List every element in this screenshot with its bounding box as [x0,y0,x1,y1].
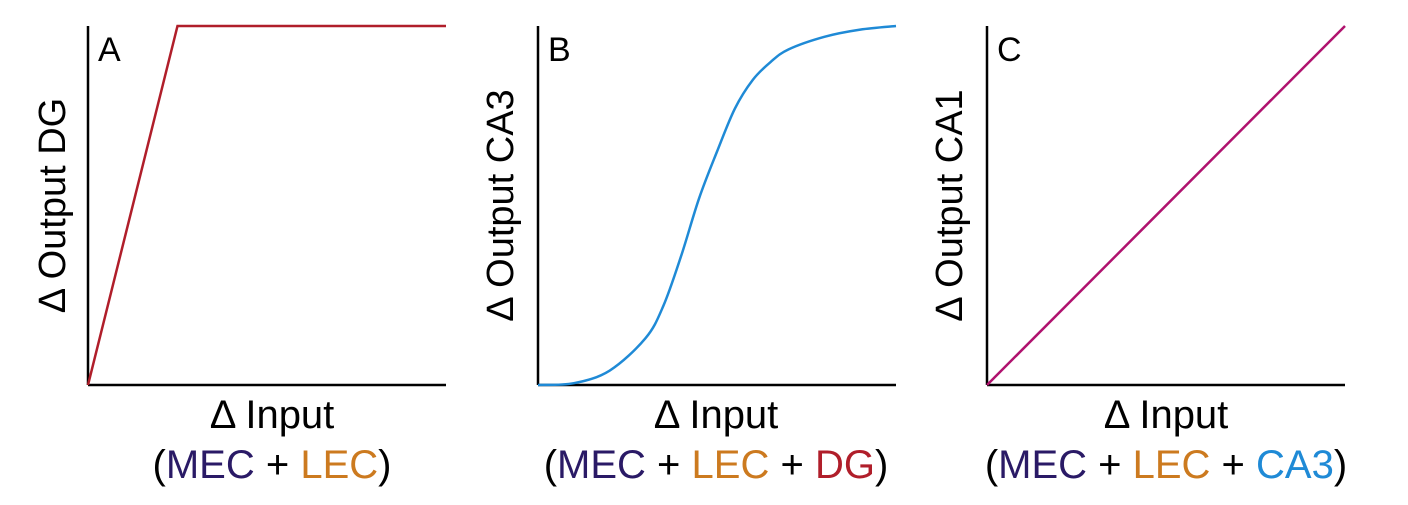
panel-c: C Δ Output CA1 Δ Input (MEC + LEC + CA3) [929,25,1347,487]
input-sources: (MEC + LEC) [153,443,392,487]
input-token: ( [153,443,167,487]
input-token: + [1210,443,1256,487]
y-axis-label: Δ Output CA3 [480,89,522,321]
input-token: + [1087,443,1133,487]
input-token: + [646,443,692,487]
input-token: MEC [166,443,255,487]
x-axis-label: Δ Input [1104,393,1229,437]
panel-a: A Δ Output DG Δ Input (MEC + LEC) [32,24,446,487]
series-line-a [86,24,446,386]
panel-letter: A [98,31,121,69]
panel-letter: C [997,31,1022,69]
input-sources: (MEC + LEC + CA3) [985,443,1347,487]
series-line-b [537,24,897,387]
input-token: LEC [692,443,770,487]
input-token: ( [985,443,999,487]
input-token: ) [1334,443,1347,487]
input-token: + [255,443,301,487]
input-token: LEC [300,443,378,487]
panel-b: B Δ Output CA3 Δ Input (MEC + LEC + DG) [480,24,897,487]
input-token: ( [544,443,558,487]
series-line-c [986,25,1346,386]
input-token: ) [875,443,888,487]
input-token: CA3 [1256,443,1334,487]
input-token: MEC [998,443,1087,487]
input-sources: (MEC + LEC + DG) [544,443,889,487]
x-axis-label: Δ Input [210,393,335,437]
panel-letter: B [548,31,571,69]
input-token: ) [378,443,391,487]
input-token: + [769,443,815,487]
y-axis-label: Δ Output DG [32,98,74,313]
input-token: DG [815,443,875,487]
input-token: MEC [557,443,646,487]
input-token: LEC [1133,443,1211,487]
y-axis-label: Δ Output CA1 [929,89,971,321]
x-axis-label: Δ Input [654,393,779,437]
